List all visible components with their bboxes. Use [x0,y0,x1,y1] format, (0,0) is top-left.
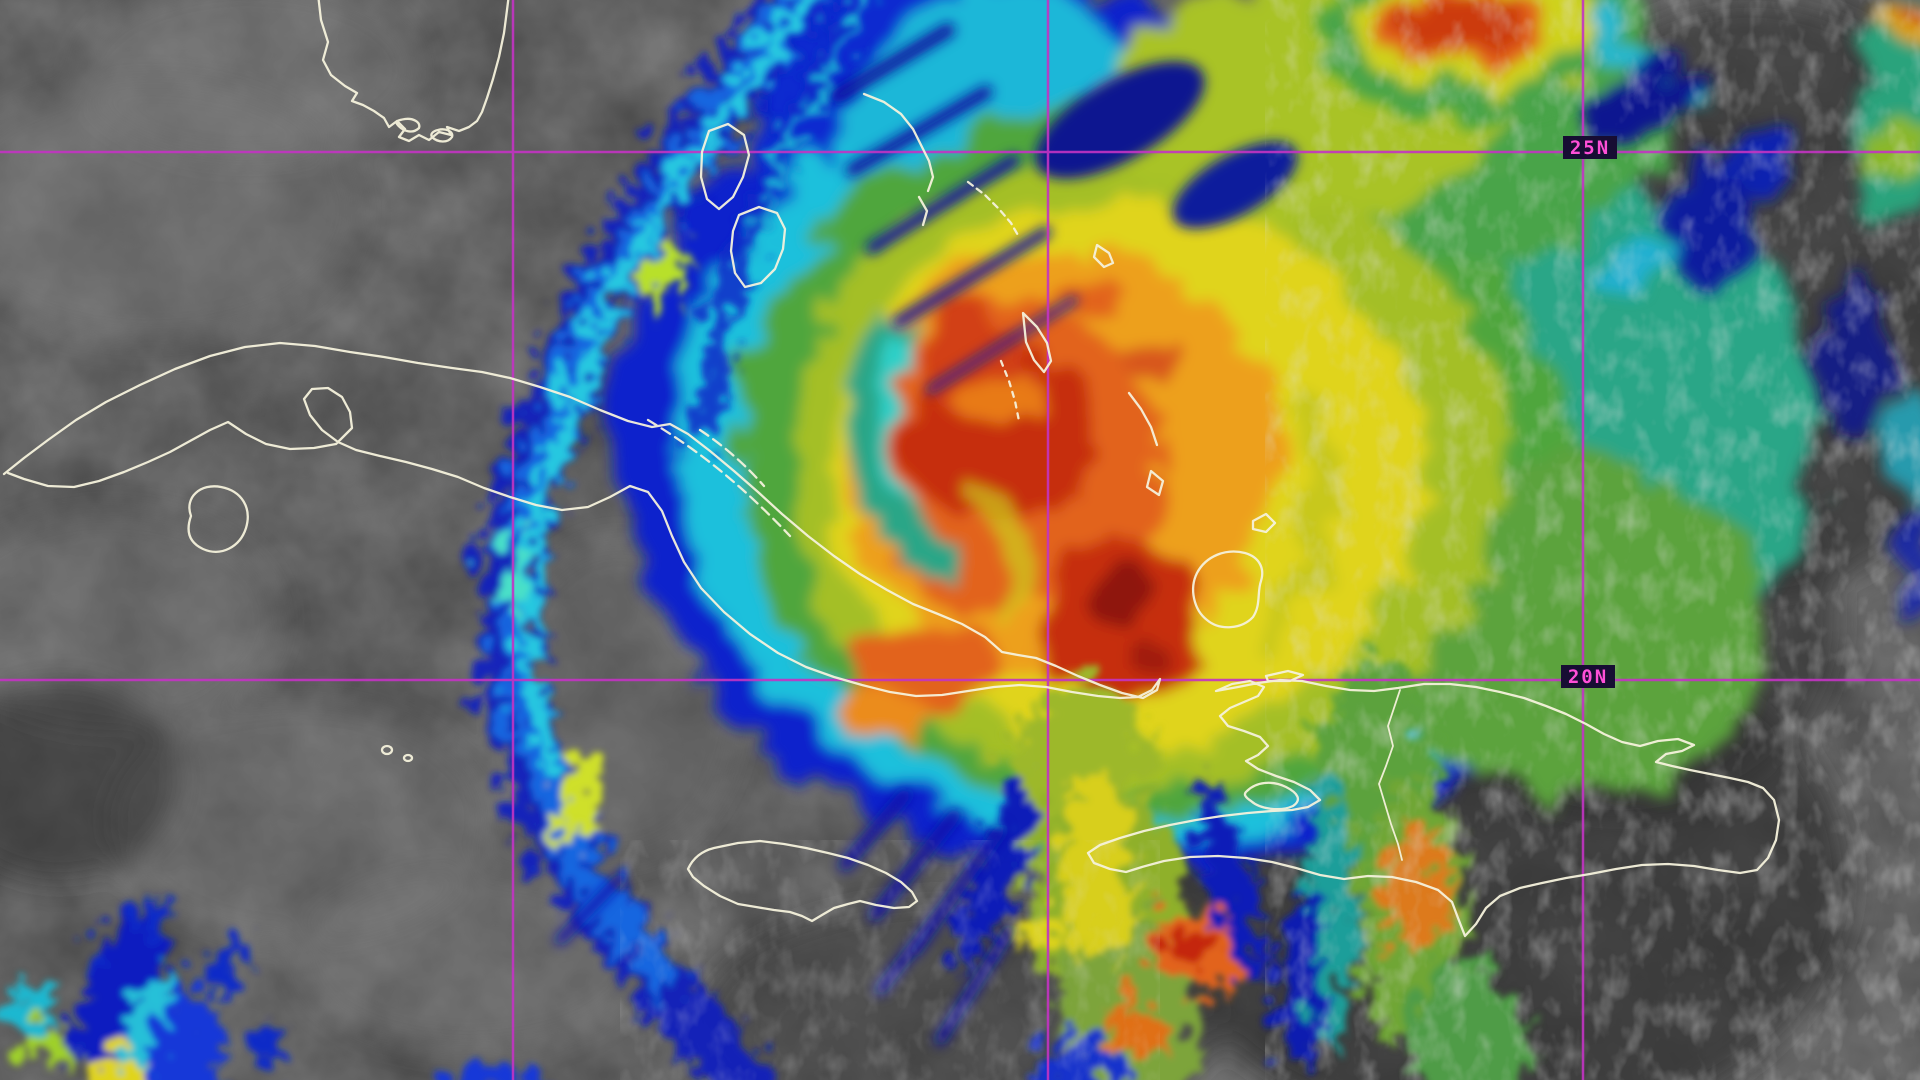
coastline-little-inagua [1251,512,1277,534]
ir-orange-spot-n1 [1055,264,1115,300]
haiti-dr-border [1378,689,1403,861]
latitude-labels: 25N 20N [1561,136,1617,688]
coastline-long-island [1021,311,1053,374]
coastline-eleuthera [862,92,935,227]
small-cays [380,744,414,763]
coastline-florida [317,0,510,143]
dry-slot-cyan-curl [861,327,895,487]
ir-orange-sw2 [826,672,910,728]
latitude-label-25n: 25N [1570,137,1610,159]
exuma-cays [966,180,1021,239]
latitude-label-20n: 20N [1568,666,1608,688]
coastline-cuba [2,341,1162,700]
coastline-hispaniola [1086,678,1781,938]
ir-orange-spot-n2 [1116,329,1168,361]
dry-slot-teal-curl [833,290,955,573]
latitude-label-20n-box [1561,665,1615,688]
coastline-gonave [1243,781,1300,811]
northwest-rainband [461,0,853,1080]
florida-bay-lagoons [395,117,454,143]
coastline-tortue [1264,669,1305,683]
coastline-overlays [2,0,1781,938]
inner-spiral-arc [952,460,1020,624]
coastline-isle-of-youth [187,485,249,553]
coastline-andros [699,122,787,289]
coastline-cat-island [1092,243,1115,269]
ragged-cays [999,359,1021,423]
sabana-camaguey-keys [646,418,792,538]
cumulus-field-east [1265,0,1920,1080]
coastline-crooked-island [1127,391,1165,497]
ir-darkred-spot [1078,560,1138,612]
coastline-jamaica [686,839,919,923]
latitude-label-25n-box [1563,136,1617,159]
cumulus-field-south [620,840,1160,1080]
ir-darkred-spot2 [1110,628,1154,664]
coastline-great-inagua [1192,550,1264,629]
bottomleft-cells [0,883,540,1080]
ir-orange-spot-n3 [953,361,1037,409]
